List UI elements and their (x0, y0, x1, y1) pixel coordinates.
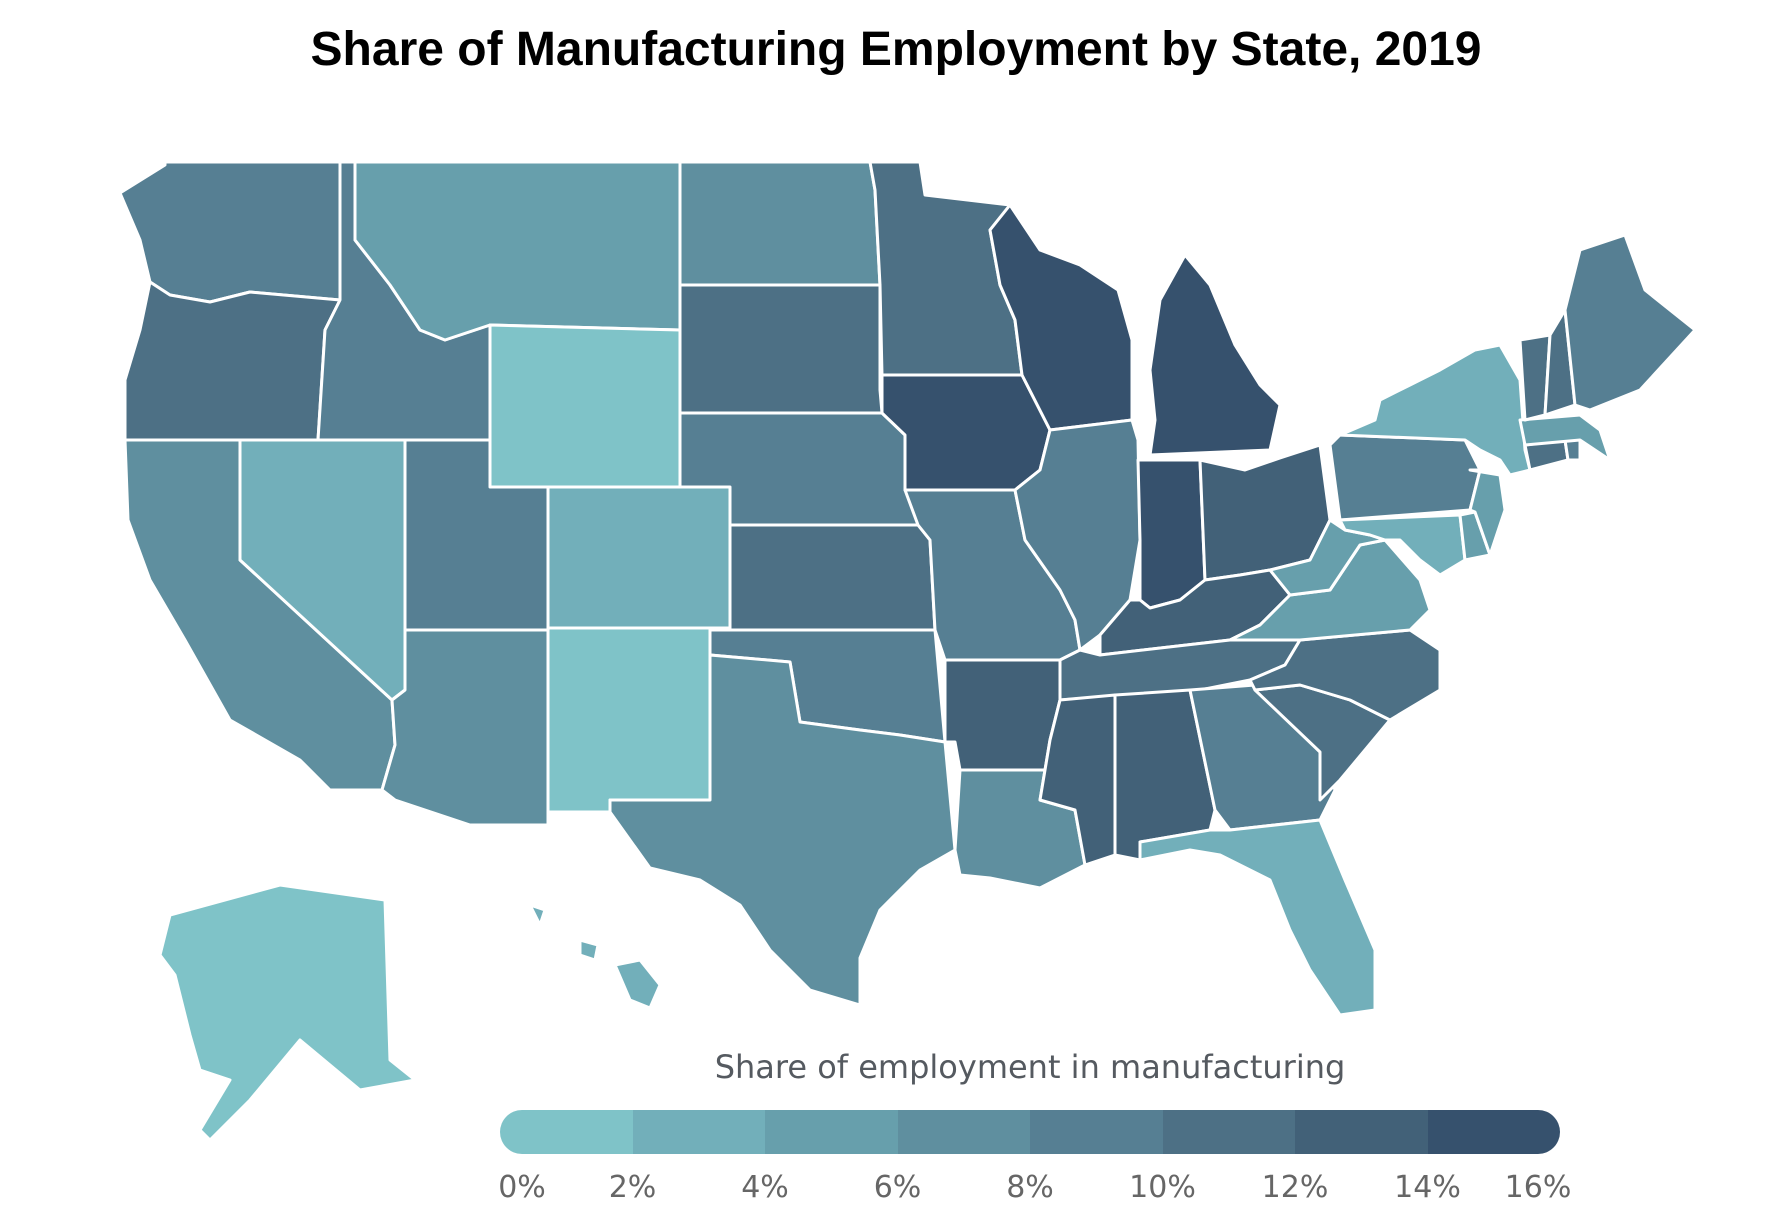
state-wy (488, 323, 682, 489)
legend-tick-label: 16% (1504, 1170, 1572, 1205)
legend-tick-label: 12% (1261, 1170, 1329, 1205)
legend-segment-5 (1162, 1110, 1295, 1154)
state-ri (1563, 438, 1582, 462)
state-sd (678, 283, 884, 415)
legend-segment-7 (1427, 1110, 1560, 1154)
state-wa (118, 160, 342, 304)
legend-tick-label: 4% (741, 1170, 789, 1205)
legend-tick-label: 2% (608, 1170, 657, 1205)
state-pa (1328, 433, 1482, 522)
legend-title: Share of employment in manufacturing (714, 1048, 1346, 1086)
state-mi (1148, 253, 1282, 457)
state-ks (728, 523, 937, 632)
state-ar (943, 658, 1062, 772)
legend-tick-label: 14% (1394, 1170, 1461, 1205)
legend-segment-4 (1030, 1110, 1163, 1154)
legend-segment-0 (500, 1110, 633, 1154)
state-in (1136, 458, 1207, 610)
state-me (1563, 233, 1697, 412)
state-nd (678, 160, 882, 287)
legend-segment-3 (897, 1110, 1030, 1154)
state-ma (1518, 413, 1612, 462)
legend-tick-label: 0% (498, 1170, 546, 1205)
state-nc (1248, 628, 1442, 722)
state-ak (158, 883, 417, 1142)
state-fl (1138, 818, 1377, 1017)
state-hi (528, 903, 662, 1010)
legend-tick-label: 10% (1129, 1170, 1196, 1205)
legend-segment-2 (765, 1110, 898, 1154)
state-tx (608, 653, 957, 1007)
legend-tick-label: 6% (873, 1170, 922, 1205)
state-ny (1338, 343, 1532, 477)
state-ia (880, 373, 1052, 492)
legend-tick-label: 8% (1006, 1170, 1054, 1205)
state-co (546, 485, 732, 630)
legend-segment-6 (1295, 1110, 1428, 1154)
state-or (123, 280, 342, 442)
legend-color-bar (500, 1110, 1560, 1154)
legend-segment-1 (632, 1110, 765, 1154)
state-nj (1468, 468, 1507, 557)
state-az (380, 628, 550, 827)
map-title: Share of Manufacturing Employment by Sta… (310, 23, 1482, 76)
states-layer (118, 160, 1697, 1142)
state-nm (546, 626, 712, 814)
